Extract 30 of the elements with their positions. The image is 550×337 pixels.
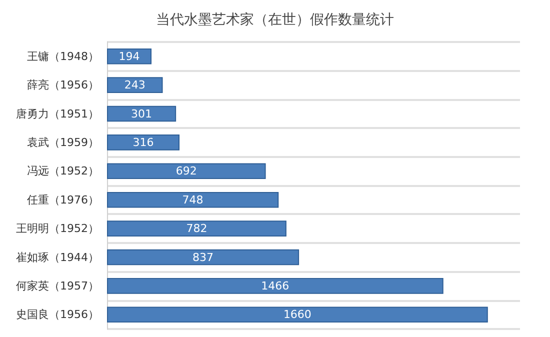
y-tick-label: 唐勇力（1951）: [16, 107, 99, 120]
data-label: 692: [176, 164, 197, 178]
data-label: 194: [118, 50, 140, 63]
data-label: 837: [192, 250, 214, 264]
data-label: 1466: [261, 279, 290, 292]
bar: [107, 192, 279, 208]
data-label: 1660: [283, 308, 312, 322]
bar: [107, 278, 444, 294]
y-tick-label: 王镛（1948）: [27, 50, 99, 63]
data-label: 243: [124, 78, 146, 92]
chart-title: 当代水墨艺术家（在世）假作数量统计: [156, 12, 394, 28]
y-tick-label: 史国良（1956）: [16, 308, 99, 322]
data-label: 301: [131, 107, 152, 120]
y-tick-label: 袁武（1959）: [27, 136, 99, 149]
y-tick-label: 任重（1976）: [26, 193, 99, 206]
bar: [107, 249, 300, 266]
bar: [107, 220, 286, 236]
data-label: 316: [132, 136, 154, 149]
data-label: 748: [182, 193, 204, 206]
y-tick-label: 冯远（1952）: [27, 164, 99, 178]
y-tick-label: 薛亮（1956）: [27, 78, 99, 92]
bar: [107, 106, 176, 122]
bar: [107, 77, 163, 93]
bar: [107, 306, 488, 323]
y-tick-label: 王明明（1952）: [16, 222, 99, 236]
bar: [107, 163, 266, 180]
y-tick-label: 何家英（1957）: [16, 279, 99, 292]
data-label: 782: [186, 222, 208, 236]
y-tick-label: 崔如琢（1944）: [16, 250, 99, 264]
bar: [107, 134, 180, 150]
